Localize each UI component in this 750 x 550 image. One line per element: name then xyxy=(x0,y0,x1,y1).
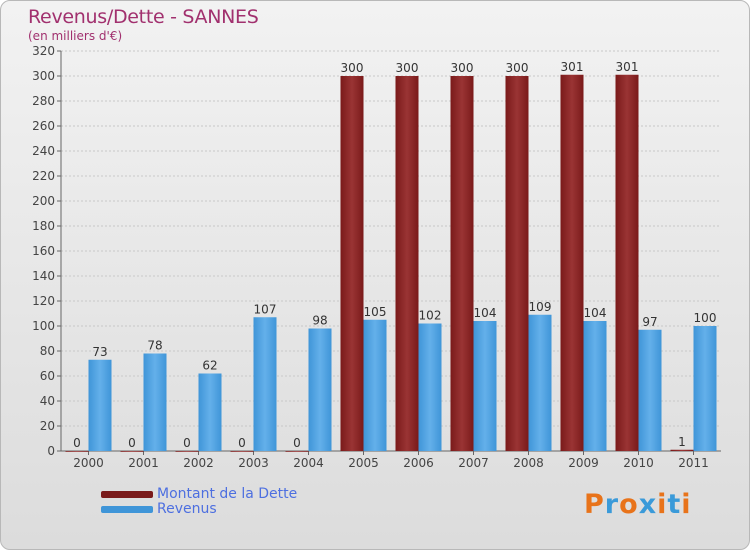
data-label-revenue: 107 xyxy=(254,302,277,316)
bar-revenue xyxy=(583,321,607,451)
bar-revenue xyxy=(473,321,497,451)
data-label-revenue: 104 xyxy=(474,306,497,320)
x-tick-label: 2011 xyxy=(678,456,709,470)
data-label-debt: 0 xyxy=(183,436,191,450)
bar-revenue xyxy=(693,326,717,451)
bar-revenue xyxy=(308,328,332,451)
x-tick-label: 2004 xyxy=(293,456,324,470)
legend-label-debt: Montant de la Dette xyxy=(157,486,298,502)
logo-letter: r xyxy=(604,489,620,520)
x-tick-label: 2001 xyxy=(128,456,159,470)
y-tick-label: 180 xyxy=(32,219,55,233)
bar-debt xyxy=(615,74,639,451)
y-tick-label: 40 xyxy=(40,394,55,408)
data-label-revenue: 102 xyxy=(419,309,442,323)
bar-debt xyxy=(340,76,364,451)
data-label-debt: 0 xyxy=(238,436,246,450)
data-label-debt: 300 xyxy=(341,61,364,75)
y-tick-label: 60 xyxy=(40,369,55,383)
logo-letter: i xyxy=(657,489,668,520)
bar-revenue xyxy=(363,319,387,451)
y-tick-label: 240 xyxy=(32,144,55,158)
x-tick-label: 2005 xyxy=(348,456,379,470)
x-tick-label: 2008 xyxy=(513,456,544,470)
data-label-debt: 0 xyxy=(128,436,136,450)
logo-letter: P xyxy=(584,489,605,520)
bar-revenue xyxy=(638,329,662,451)
data-label-debt: 0 xyxy=(293,436,301,450)
y-tick-label: 80 xyxy=(40,344,55,358)
data-label-revenue: 78 xyxy=(147,339,162,353)
bar-debt xyxy=(120,451,144,452)
legend-swatch-debt xyxy=(101,491,153,498)
bar-debt xyxy=(65,451,89,452)
data-label-revenue: 109 xyxy=(529,300,552,314)
data-label-revenue: 97 xyxy=(642,315,657,329)
legend-item-revenue: Revenus xyxy=(101,502,297,517)
x-tick-label: 2002 xyxy=(183,456,214,470)
chart-title: Revenus/Dette - SANNES xyxy=(28,6,259,28)
data-label-debt: 301 xyxy=(616,60,639,74)
logo-letter: i xyxy=(681,489,692,520)
x-tick-label: 2003 xyxy=(238,456,269,470)
y-tick-label: 260 xyxy=(32,119,55,133)
y-tick-label: 300 xyxy=(32,69,55,83)
y-tick-label: 120 xyxy=(32,294,55,308)
y-tick-label: 140 xyxy=(32,269,55,283)
data-label-revenue: 100 xyxy=(694,311,717,325)
y-tick-label: 200 xyxy=(32,194,55,208)
bar-debt xyxy=(560,74,584,451)
x-tick-label: 2007 xyxy=(458,456,489,470)
bar-revenue xyxy=(528,314,552,451)
bar-debt xyxy=(450,76,474,451)
logo-letter: x xyxy=(638,489,658,520)
bar-revenue xyxy=(88,359,112,451)
data-label-revenue: 62 xyxy=(202,359,217,373)
legend-item-debt: Montant de la Dette xyxy=(101,487,297,502)
data-label-debt: 300 xyxy=(506,61,529,75)
data-label-revenue: 104 xyxy=(584,306,607,320)
data-label-revenue: 105 xyxy=(364,305,387,319)
chart-subtitle: (en milliers d'€) xyxy=(28,29,123,43)
proxiti-logo: Proxiti xyxy=(584,489,692,520)
bar-debt xyxy=(175,451,199,452)
legend: Montant de la Dette Revenus xyxy=(101,487,297,517)
data-label-debt: 1 xyxy=(678,435,686,449)
bar-revenue xyxy=(253,317,277,451)
x-tick-label: 2006 xyxy=(403,456,434,470)
bar-debt xyxy=(395,76,419,451)
bar-debt xyxy=(505,76,529,451)
logo-letter: o xyxy=(619,489,639,520)
bar-debt xyxy=(670,449,694,451)
bar-revenue xyxy=(198,373,222,451)
bar-debt xyxy=(230,451,254,452)
data-label-debt: 300 xyxy=(451,61,474,75)
y-tick-label: 0 xyxy=(47,444,55,458)
y-tick-label: 100 xyxy=(32,319,55,333)
x-tick-label: 2010 xyxy=(623,456,654,470)
y-tick-label: 220 xyxy=(32,169,55,183)
bar-revenue xyxy=(143,353,167,451)
y-tick-label: 320 xyxy=(32,44,55,58)
data-label-revenue: 73 xyxy=(92,345,107,359)
logo-letter: t xyxy=(667,489,682,520)
data-label-debt: 300 xyxy=(396,61,419,75)
bar-revenue xyxy=(418,323,442,451)
y-tick-label: 20 xyxy=(40,419,55,433)
data-label-debt: 301 xyxy=(561,60,584,74)
legend-label-revenue: Revenus xyxy=(157,501,217,517)
x-tick-label: 2009 xyxy=(568,456,599,470)
y-tick-label: 160 xyxy=(32,244,55,258)
legend-swatch-revenue xyxy=(101,506,153,513)
data-label-debt: 0 xyxy=(73,436,81,450)
data-label-revenue: 98 xyxy=(312,314,327,328)
x-tick-label: 2000 xyxy=(73,456,104,470)
bar-debt xyxy=(285,451,309,452)
y-tick-label: 280 xyxy=(32,94,55,108)
